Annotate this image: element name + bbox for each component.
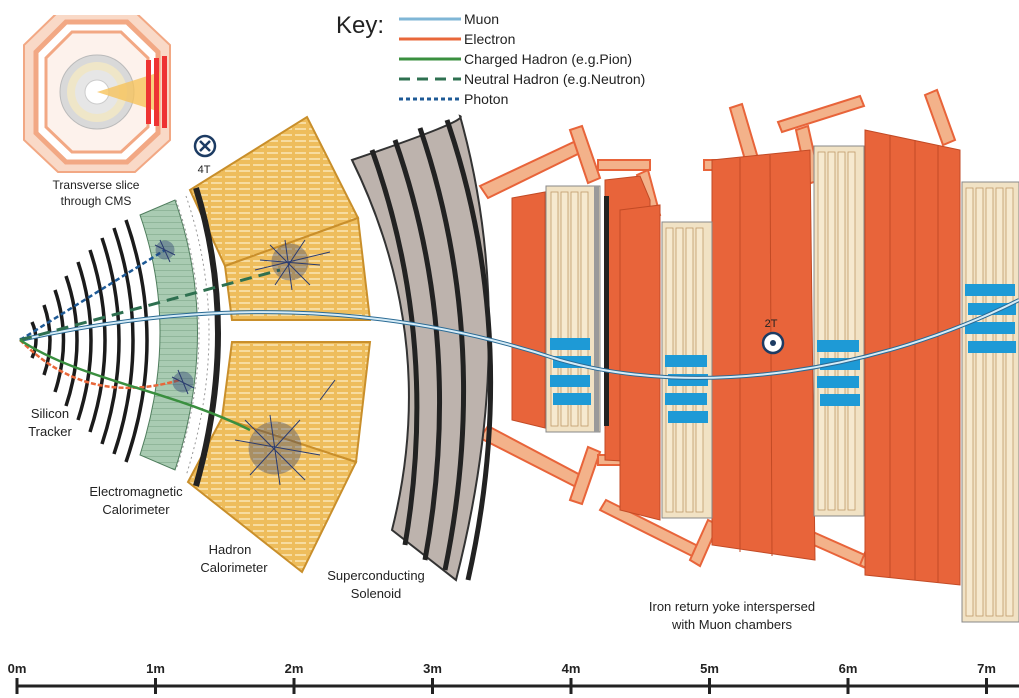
em-shower-lower [171, 369, 195, 395]
legend-title: Key: [336, 12, 384, 39]
label-yoke-line1: Iron return yoke interspersed [649, 599, 815, 614]
scale-tick-label: 3m [423, 661, 442, 676]
legend-muon-label: Muon [464, 11, 499, 27]
field-inner-label: 4T [198, 164, 211, 176]
legend-photon-label: Photon [464, 91, 508, 107]
distance-scale: 0m 1m 2m 3m 4m 5m 6m 7m [8, 661, 1019, 694]
label-tracker-line2: Tracker [28, 424, 72, 439]
scale-tick-label: 1m [146, 661, 165, 676]
muon-chambers [545, 145, 1019, 623]
scale-tick-label: 4m [562, 661, 581, 676]
scale-tick-label: 0m [8, 661, 27, 676]
muon-chamber-4 [961, 181, 1019, 623]
em-shower-upper [154, 239, 176, 263]
scale-tick-label: 7m [977, 661, 996, 676]
label-solenoid-line2: Solenoid [351, 586, 402, 601]
label-ecal-line1: Electromagnetic [89, 484, 183, 499]
inset-caption-line2: through CMS [61, 194, 132, 208]
field-outer-label: 2T [765, 318, 778, 330]
scale-tick-label: 5m [700, 661, 719, 676]
muon-chamber-2 [661, 221, 713, 519]
particle-tracks [19, 239, 1019, 486]
label-hcal-line1: Hadron [209, 542, 252, 557]
legend: Key: Muon Electron Charged Hadron (e.g.P… [336, 11, 645, 107]
hadron-shower-upper [254, 239, 331, 291]
hadron-calorimeter [186, 115, 372, 574]
label-yoke-line2: with Muon chambers [671, 617, 792, 632]
label-solenoid-line1: Superconducting [327, 568, 425, 583]
scale-tick-label: 2m [285, 661, 304, 676]
inset-caption-line1: Transverse slice [53, 178, 140, 192]
scale-tick-label: 6m [839, 661, 858, 676]
hadron-shower-lower [234, 379, 336, 486]
electromagnetic-calorimeter [139, 195, 210, 477]
legend-electron-label: Electron [464, 31, 515, 47]
silicon-tracker [30, 219, 149, 463]
superconducting-solenoid [350, 114, 494, 582]
label-hcal-line2: Calorimeter [200, 560, 268, 575]
inset-transverse-slice: Transverse slice through CMS [23, 15, 171, 208]
legend-neutral-hadron-label: Neutral Hadron (e.g.Neutron) [464, 71, 645, 87]
field-into-page-icon: 4T [193, 134, 217, 176]
legend-charged-hadron-label: Charged Hadron (e.g.Pion) [464, 51, 632, 67]
label-tracker-line1: Silicon [31, 406, 69, 421]
label-ecal-line2: Calorimeter [102, 502, 170, 517]
muon-chamber-1 [545, 185, 609, 433]
muon-chamber-3 [813, 145, 865, 517]
field-out-of-page-icon: 2T [761, 318, 785, 355]
